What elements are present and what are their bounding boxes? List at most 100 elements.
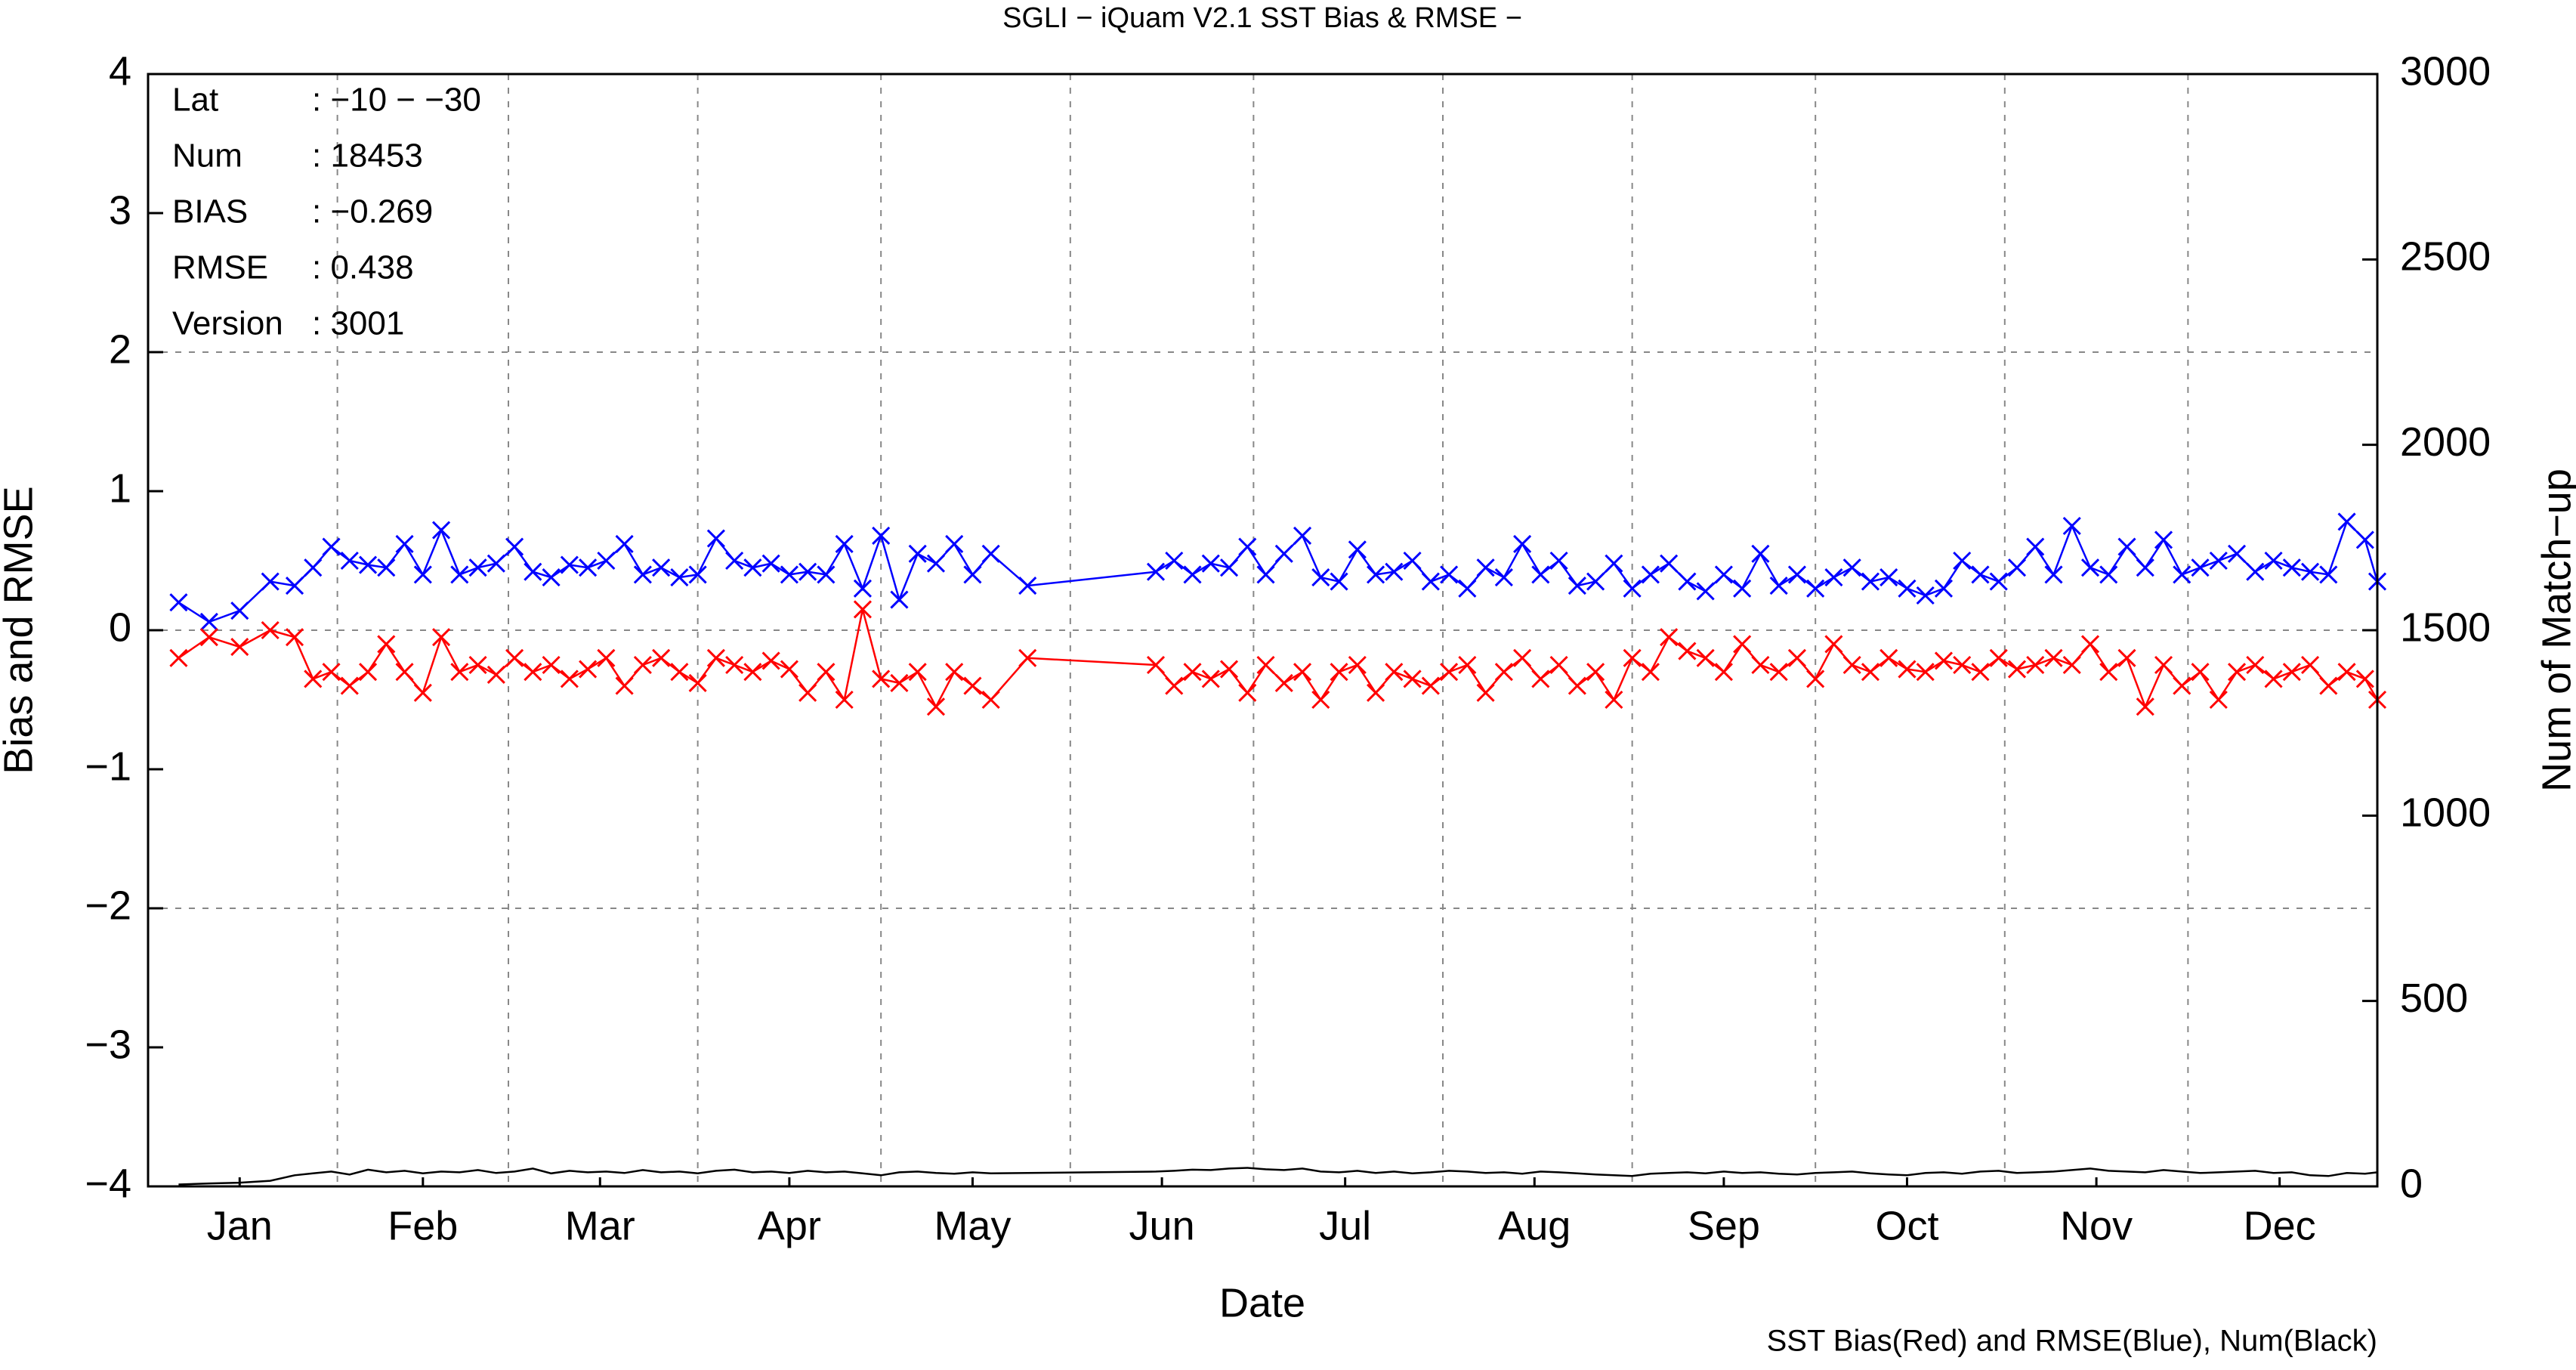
- data-point: [1440, 565, 1459, 584]
- data-point: [1165, 676, 1184, 695]
- y-tick-label: −4: [85, 1161, 131, 1206]
- data-point: [688, 565, 707, 584]
- data-point: [615, 676, 634, 695]
- data-point: [322, 663, 341, 682]
- data-point: [597, 551, 616, 571]
- data-point: [1916, 586, 1935, 605]
- data-point: [1183, 565, 1202, 584]
- data-point: [505, 537, 524, 556]
- data-point: [230, 602, 249, 620]
- y-tick-label: 1: [109, 465, 131, 511]
- data-point: [2062, 655, 2081, 675]
- y-axis-label: Bias and RMSE: [0, 486, 41, 774]
- data-point: [2080, 635, 2100, 654]
- data-point: [199, 628, 218, 647]
- data-point: [1256, 655, 1275, 675]
- data-point: [945, 534, 964, 553]
- data-point: [2264, 551, 2283, 571]
- info-value: : 0.438: [312, 249, 414, 286]
- data-point: [1787, 565, 1806, 584]
- data-point: [432, 628, 451, 647]
- data-point: [2173, 565, 2191, 584]
- y2-tick-label: 2500: [2400, 234, 2491, 280]
- data-point: [285, 628, 304, 647]
- info-key: Version: [172, 305, 283, 342]
- data-point: [1678, 572, 1697, 591]
- data-point: [413, 683, 432, 702]
- data-point: [2209, 690, 2228, 710]
- data-point: [2355, 670, 2374, 688]
- series-line: [178, 520, 2379, 623]
- data-point: [633, 655, 652, 675]
- data-point: [1146, 655, 1166, 675]
- data-point: [1989, 648, 2008, 667]
- data-point: [358, 555, 378, 574]
- x-tick-label: Oct: [1875, 1203, 1938, 1248]
- footnote: SST Bias(Red) and RMSE(Blue), Num(Black): [1767, 1325, 2377, 1358]
- data-point: [761, 651, 780, 670]
- data-point: [377, 635, 396, 654]
- data-point: [981, 544, 1000, 563]
- data-point: [2026, 655, 2045, 675]
- data-point: [1806, 670, 1825, 688]
- data-point: [2264, 670, 2283, 688]
- x-tick-label: Jan: [207, 1203, 273, 1248]
- data-point: [1733, 579, 1752, 598]
- data-point: [835, 534, 854, 553]
- info-value: : −0.269: [312, 193, 433, 230]
- data-point: [340, 676, 359, 695]
- data-point: [542, 655, 561, 675]
- data-point: [817, 565, 836, 584]
- data-point: [1146, 562, 1166, 581]
- data-point: [1769, 577, 1788, 595]
- data-point: [2136, 697, 2154, 716]
- data-point: [926, 554, 946, 573]
- data-point: [304, 558, 323, 577]
- info-value: : −10 − −30: [312, 82, 481, 119]
- x-tick-label: Mar: [565, 1203, 635, 1248]
- info-value: : 18453: [312, 138, 423, 175]
- data-point: [761, 554, 780, 573]
- data-point: [1476, 683, 1495, 702]
- data-point: [1513, 534, 1532, 553]
- data-point: [450, 565, 469, 584]
- data-point: [1989, 572, 2008, 591]
- data-point: [2227, 663, 2247, 682]
- data-point: [1330, 663, 1348, 682]
- data-point: [1367, 683, 1385, 702]
- data-point: [2062, 516, 2081, 536]
- data-point: [1476, 558, 1495, 577]
- y2-tick-label: 1500: [2400, 605, 2491, 650]
- x-tick-label: Feb: [388, 1203, 458, 1248]
- data-point: [1787, 648, 1806, 667]
- data-point: [285, 577, 304, 595]
- data-point: [1751, 655, 1770, 675]
- data-point: [1494, 663, 1513, 682]
- data-point: [1678, 642, 1697, 660]
- data-point: [743, 558, 762, 577]
- data-point: [486, 554, 505, 573]
- data-point: [261, 572, 280, 591]
- plot-border: [147, 73, 2379, 1188]
- data-point: [413, 565, 432, 584]
- data-point: [798, 562, 817, 581]
- data-point: [2044, 648, 2063, 667]
- data-point: [1842, 558, 1861, 577]
- data-point: [1586, 572, 1605, 591]
- data-point: [2154, 530, 2173, 549]
- data-point: [2154, 655, 2173, 675]
- data-point: [688, 673, 707, 692]
- data-point: [1660, 554, 1679, 573]
- data-point: [2173, 676, 2191, 695]
- data-point: [2099, 663, 2118, 682]
- data-point: [1714, 565, 1733, 584]
- data-point: [743, 663, 762, 682]
- data-point: [1953, 655, 1972, 675]
- data-point: [1348, 655, 1367, 675]
- data-point: [432, 521, 451, 540]
- data-point: [1733, 635, 1752, 654]
- data-point: [2337, 663, 2356, 682]
- x-tick-label: Apr: [758, 1203, 821, 1248]
- data-point: [468, 655, 487, 675]
- data-point: [1641, 565, 1660, 584]
